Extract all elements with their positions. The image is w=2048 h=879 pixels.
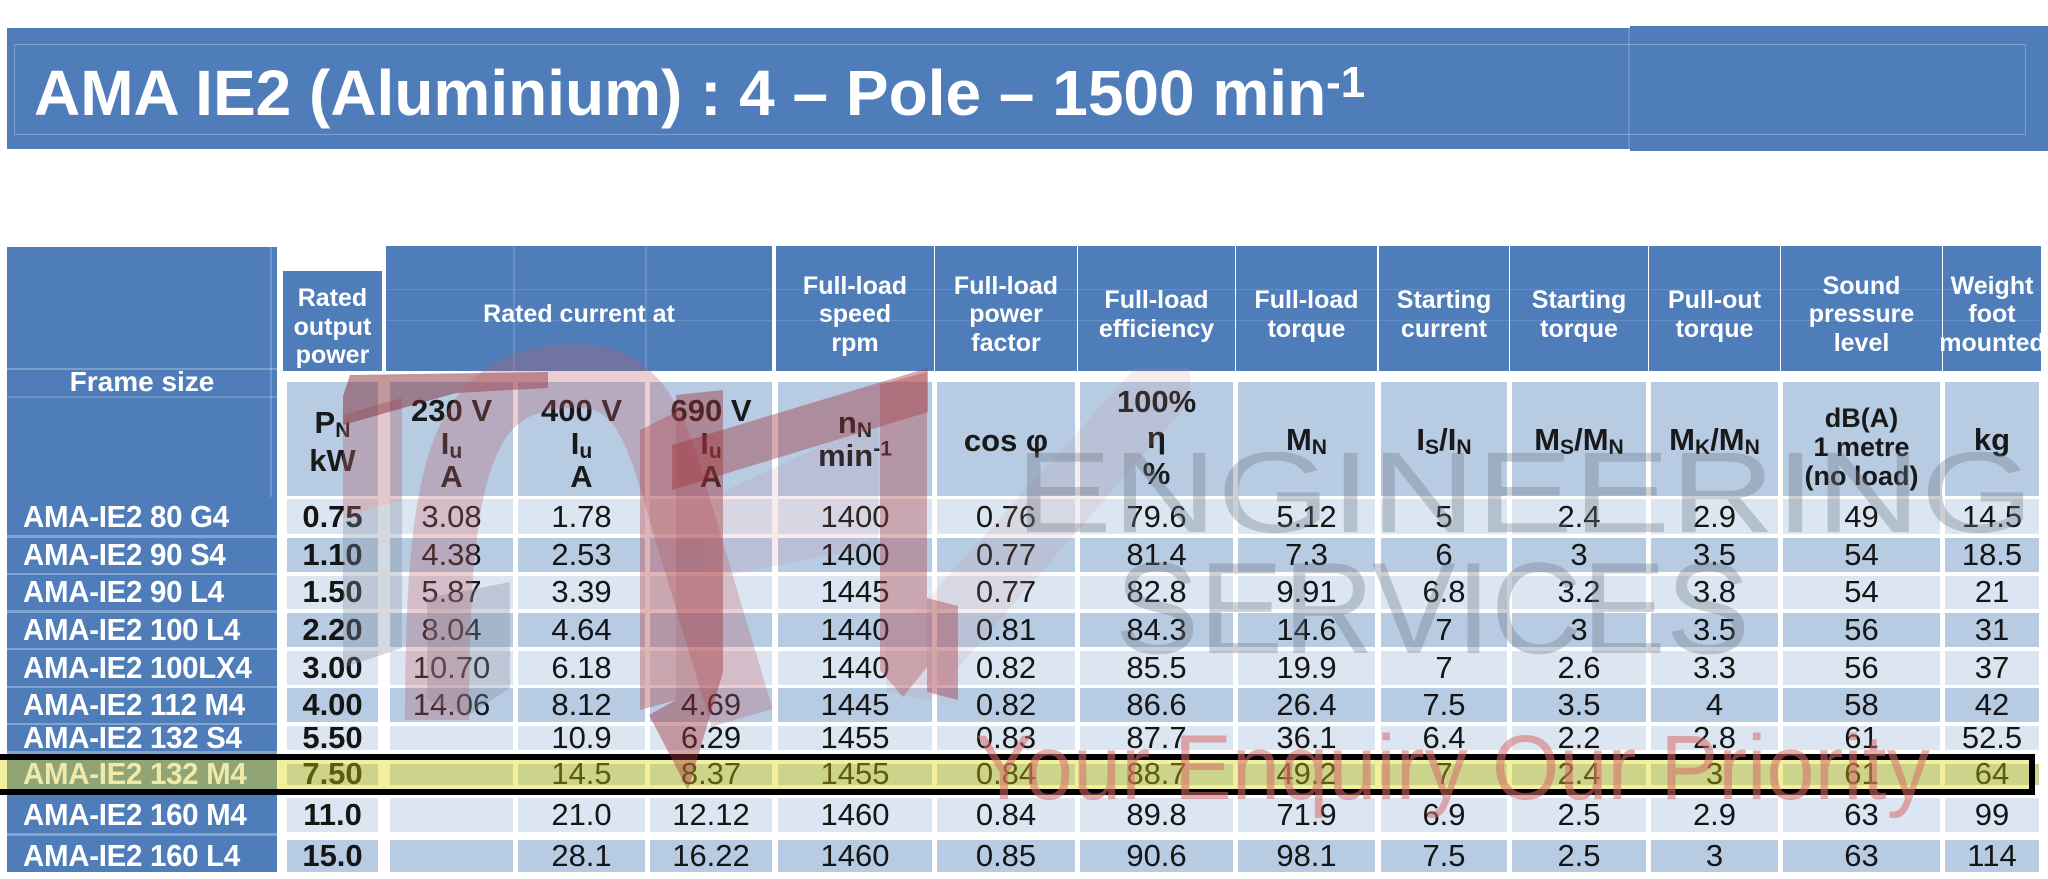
svg-text:Your Enquiry Our Priority: Your Enquiry Our Priority	[975, 717, 1930, 819]
svg-text:SERVICES: SERVICES	[1115, 535, 1750, 681]
svg-text:ENGINEERING: ENGINEERING	[1015, 429, 2034, 557]
